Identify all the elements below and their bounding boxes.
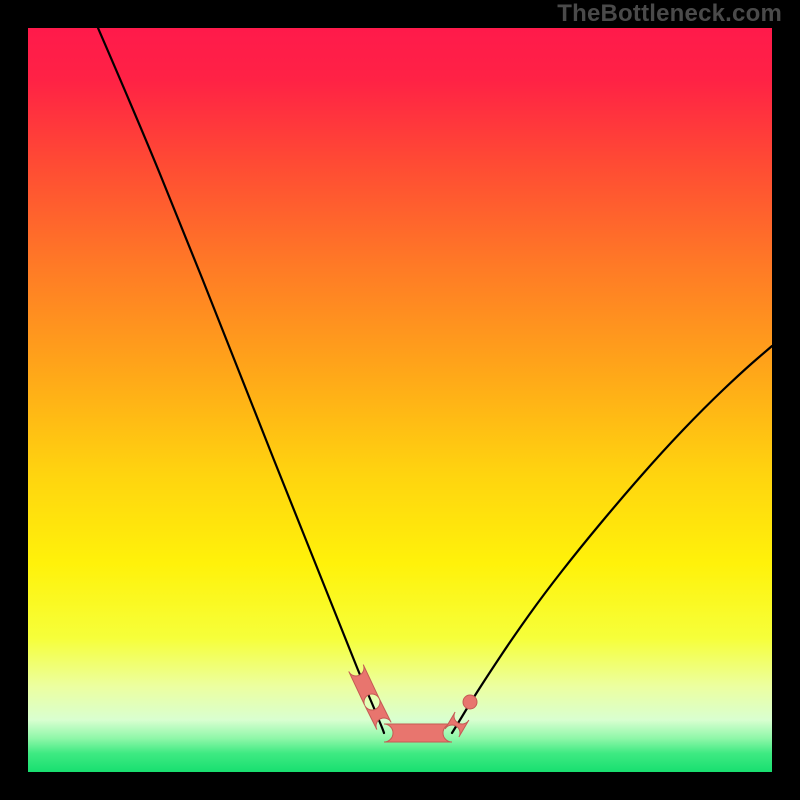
watermark-text: TheBottleneck.com bbox=[557, 0, 782, 28]
chart-background-gradient bbox=[28, 28, 772, 772]
valley-capsule bbox=[384, 724, 452, 742]
chart-frame: TheBottleneck.com bbox=[0, 0, 800, 800]
chart-svg bbox=[0, 0, 800, 800]
valley-dot bbox=[463, 695, 477, 709]
